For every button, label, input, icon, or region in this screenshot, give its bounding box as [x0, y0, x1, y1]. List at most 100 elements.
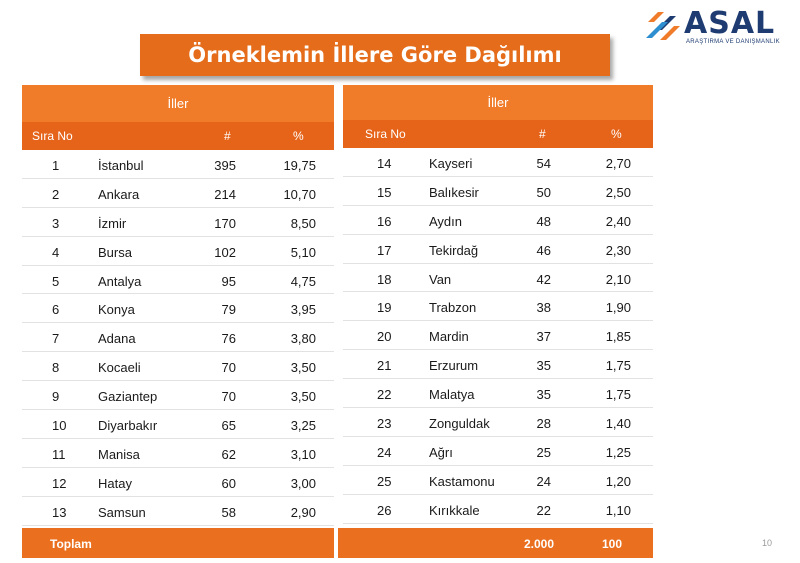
column-header-percent: % — [611, 127, 622, 141]
row-count: 95 — [221, 273, 236, 289]
row-rank: 25 — [377, 473, 392, 489]
row-city: Tekirdağ — [429, 242, 479, 258]
row-rank: 11 — [52, 446, 66, 462]
row-count: 28 — [536, 416, 551, 432]
row-percent: 3,80 — [290, 331, 316, 347]
row-percent: 1,20 — [605, 473, 631, 489]
table-row: 23 Zonguldak 28 1,40 — [343, 408, 653, 437]
row-city: Antalya — [98, 273, 142, 289]
row-percent: 10,70 — [283, 186, 316, 202]
table-left: İller Sıra No # % 1 İstanbul 395 19,75 2 Anka… — [22, 85, 334, 526]
totals-label: Toplam — [50, 537, 92, 551]
row-percent: 3,10 — [290, 446, 316, 462]
row-rank: 8 — [52, 360, 60, 376]
row-city: Trabzon — [429, 300, 477, 316]
row-percent: 3,25 — [290, 418, 316, 434]
row-rank: 4 — [52, 244, 60, 260]
row-rank: 16 — [377, 213, 392, 229]
row-rank: 7 — [52, 331, 60, 347]
row-percent: 3,50 — [290, 360, 316, 376]
row-count: 70 — [221, 360, 236, 376]
table-row: 21 Erzurum 35 1,75 — [343, 350, 653, 380]
logo-tagline: ARAŞTIRMA VE DANIŞMANLIK — [686, 39, 780, 45]
row-percent: 3,50 — [290, 389, 316, 405]
row-rank: 12 — [52, 475, 67, 491]
table-row: 4 Bursa 102 5,10 — [22, 237, 334, 266]
row-rank: 21 — [377, 358, 392, 374]
row-rank: 24 — [377, 444, 392, 460]
row-count: 170 — [214, 215, 236, 231]
row-city: Erzurum — [429, 358, 479, 374]
column-header-count: # — [224, 129, 231, 143]
row-count: 48 — [536, 213, 551, 229]
row-rank: 5 — [52, 273, 60, 289]
row-city: Zonguldak — [429, 416, 490, 432]
table-row: 15 Balıkesir 50 2,50 — [343, 177, 653, 206]
table-row: 5 Antalya 95 4,75 — [22, 266, 334, 295]
row-city: Aydın — [429, 213, 463, 229]
column-header-rank: Sıra No — [365, 127, 406, 141]
column-header-row: Sıra No # % — [22, 122, 334, 150]
table-row: 11 Manisa 62 3,10 — [22, 439, 334, 468]
row-city: Ağrı — [429, 444, 453, 460]
row-percent: 8,50 — [290, 215, 316, 231]
row-count: 35 — [536, 387, 551, 403]
column-header-percent: % — [293, 129, 304, 143]
row-rank: 18 — [377, 271, 392, 287]
row-count: 42 — [536, 271, 551, 287]
row-percent: 2,30 — [605, 242, 631, 258]
row-city: Konya — [98, 302, 135, 318]
row-count: 62 — [221, 446, 236, 462]
table-row: 22 Malatya 35 1,75 — [343, 379, 653, 409]
table-right: İller Sıra No # % 14 Kayseri 54 2,70 15 Balık… — [343, 85, 653, 524]
table-row: 25 Kastamonu 24 1,20 — [343, 466, 653, 495]
row-count: 54 — [536, 156, 551, 171]
row-count: 22 — [536, 502, 551, 518]
row-city: Kırıkkale — [429, 502, 480, 518]
row-rank: 14 — [377, 156, 392, 171]
row-percent: 3,00 — [290, 475, 316, 491]
row-percent: 3,95 — [290, 302, 316, 318]
table-row: 3 İzmir 170 8,50 — [22, 208, 334, 237]
row-percent: 2,50 — [605, 184, 631, 200]
table-row: 16 Aydın 48 2,40 — [343, 206, 653, 235]
table-row: 1 İstanbul 395 19,75 — [22, 150, 334, 179]
row-count: 25 — [536, 444, 551, 460]
table-row: 19 Trabzon 38 1,90 — [343, 292, 653, 322]
row-city: Kastamonu — [429, 473, 495, 489]
row-city: İstanbul — [98, 158, 144, 173]
table-row: 13 Samsun 58 2,90 — [22, 497, 334, 526]
total-count: 2.000 — [524, 537, 555, 551]
row-percent: 1,75 — [605, 387, 631, 403]
row-percent: 2,70 — [605, 156, 631, 171]
table-row: 9 Gaziantep 70 3,50 — [22, 381, 334, 411]
row-percent: 1,40 — [605, 416, 631, 432]
row-rank: 22 — [377, 387, 392, 403]
row-count: 79 — [221, 302, 236, 318]
row-city: Malatya — [429, 387, 475, 403]
row-count: 37 — [536, 329, 551, 345]
row-city: Bursa — [98, 244, 132, 260]
row-count: 76 — [221, 331, 236, 347]
row-count: 102 — [214, 244, 236, 260]
table-body-left: 1 İstanbul 395 19,75 2 Ankara 214 10,70 3 İzmir 17… — [22, 150, 334, 526]
row-count: 70 — [221, 389, 236, 405]
row-city: Samsun — [98, 504, 146, 520]
row-city: İzmir — [98, 215, 127, 231]
table-row: 6 Konya 79 3,95 — [22, 294, 334, 324]
row-count: 60 — [221, 475, 236, 491]
row-count: 24 — [536, 473, 551, 489]
row-city: Adana — [98, 331, 136, 347]
row-count: 38 — [536, 300, 551, 316]
row-rank: 13 — [52, 504, 67, 520]
row-count: 46 — [536, 242, 551, 258]
table-row: 18 Van 42 2,10 — [343, 264, 653, 293]
column-header-rank: Sıra No — [32, 129, 73, 143]
row-count: 65 — [221, 418, 236, 434]
row-percent: 1,75 — [605, 358, 631, 374]
row-rank: 9 — [52, 389, 60, 405]
row-city: Van — [429, 271, 452, 287]
row-count: 214 — [214, 186, 236, 202]
table-row: 24 Ağrı 25 1,25 — [343, 437, 653, 466]
row-count: 395 — [214, 158, 236, 173]
